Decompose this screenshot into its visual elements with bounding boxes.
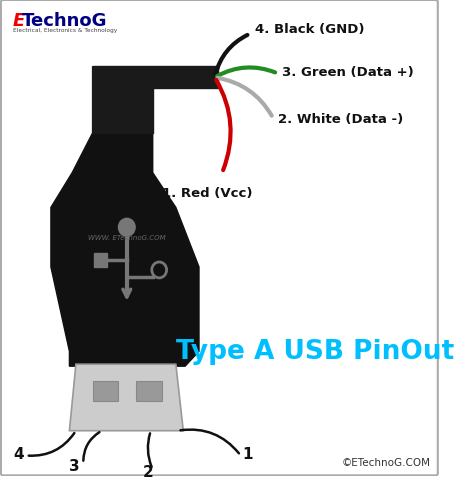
Text: 2: 2 xyxy=(143,464,154,479)
Circle shape xyxy=(118,219,135,237)
Text: 2. White (Data -): 2. White (Data -) xyxy=(278,112,403,125)
Text: 3: 3 xyxy=(69,458,79,473)
Polygon shape xyxy=(92,67,153,134)
Text: TechnoG: TechnoG xyxy=(22,12,108,30)
Text: 1. Red (Vcc): 1. Red (Vcc) xyxy=(162,187,253,200)
Text: Type A USB PinOut: Type A USB PinOut xyxy=(175,338,454,364)
Polygon shape xyxy=(92,89,153,134)
Bar xyxy=(94,253,108,267)
Text: 1: 1 xyxy=(243,446,253,461)
Text: E: E xyxy=(13,12,25,30)
Polygon shape xyxy=(92,67,218,89)
Text: 3. Green (Data +): 3. Green (Data +) xyxy=(283,66,414,79)
Text: 4: 4 xyxy=(13,446,24,461)
Text: 4. Black (GND): 4. Black (GND) xyxy=(255,23,364,36)
FancyBboxPatch shape xyxy=(1,1,438,475)
Text: WWW. ETechnoG.COM: WWW. ETechnoG.COM xyxy=(88,235,165,240)
Polygon shape xyxy=(51,134,199,366)
Text: Electrical, Electronics & Technology: Electrical, Electronics & Technology xyxy=(13,28,117,33)
Text: ©ETechnoG.COM: ©ETechnoG.COM xyxy=(341,457,430,468)
Polygon shape xyxy=(69,364,183,431)
Bar xyxy=(92,381,118,401)
Bar xyxy=(136,381,162,401)
